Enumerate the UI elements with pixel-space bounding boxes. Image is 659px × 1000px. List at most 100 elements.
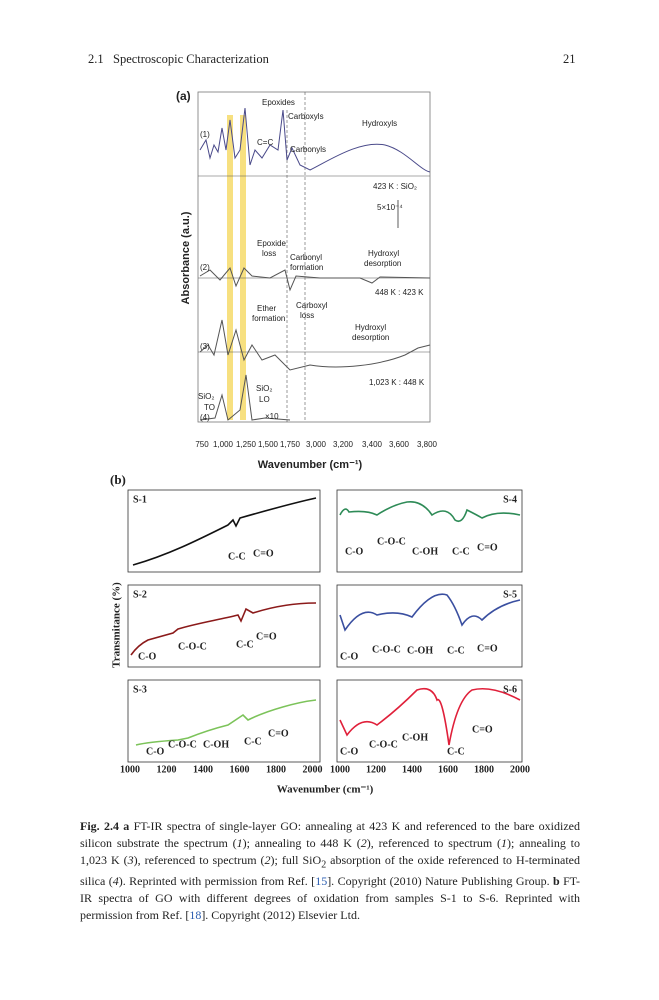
x-axis-label: Wavenumber (cm⁻¹)	[258, 459, 363, 471]
peak-label: C-C	[447, 746, 465, 757]
annotation: Carboxyl	[296, 301, 328, 310]
x-tick-label: 2000	[510, 764, 530, 775]
caption-run: 2	[360, 836, 367, 850]
x-tick-label: 1200	[157, 764, 177, 775]
annotation: Epoxide	[257, 239, 286, 248]
y-axis-label: Transmitance (%)	[111, 582, 123, 668]
peak-label: C-C	[236, 639, 254, 650]
panel-frame	[336, 584, 523, 668]
x-tick-label: 750	[195, 440, 209, 449]
x-tick-label: 1,000	[213, 440, 234, 449]
panel-frame	[336, 489, 523, 573]
spectrum	[339, 500, 521, 523]
caption-run: a	[123, 819, 130, 833]
running-header: 2.1 Spectroscopic Characterization	[88, 52, 269, 67]
peak-label: C-C	[244, 736, 262, 747]
caption-run: FT-IR spectra of GO with different degre…	[80, 874, 580, 923]
peak-label: C=O	[472, 724, 493, 735]
sample-name: S-3	[133, 684, 147, 695]
caption-run: 4	[112, 874, 119, 889]
caption-run: 1	[236, 836, 243, 850]
panel-frame	[127, 584, 321, 668]
reference-link[interactable]: 18	[189, 908, 202, 923]
x-tick-label: 3,000	[306, 440, 327, 449]
annotation: (3)	[200, 342, 210, 351]
caption-run: ]. Copyright (2010) Nature Publishing Gr…	[327, 874, 553, 889]
x-tick-label: 1600	[230, 764, 250, 775]
annotation: LO	[259, 395, 270, 404]
x-tick-label: 1200	[366, 764, 386, 775]
peak-label: C=O	[477, 542, 498, 553]
caption-run: 1	[501, 836, 508, 850]
annotation: SiO₂	[198, 392, 214, 401]
annotation: 448 K : 423 K	[375, 288, 424, 297]
sample-name: S-5	[503, 589, 517, 600]
page-number: 21	[563, 52, 576, 66]
x-tick-label: 3,400	[362, 440, 383, 449]
peak-label: C-OH	[203, 739, 229, 750]
peak-label: C-C	[447, 645, 465, 656]
spectrum-panel: S-1 C-C C=O	[127, 489, 321, 573]
annotation: formation	[290, 263, 323, 272]
annotation: Carboxyls	[288, 112, 324, 121]
annotation: Carbonyl	[290, 253, 322, 262]
x-tick-label: 1800	[266, 764, 286, 775]
highlight-band	[240, 115, 246, 420]
caption-run: 2	[264, 853, 271, 867]
panel-label: (a)	[176, 89, 191, 103]
peak-label: C=O	[256, 631, 277, 642]
reference-link[interactable]: 15	[315, 874, 328, 889]
panel-frame	[197, 91, 431, 423]
peak-label: C=O	[268, 728, 289, 739]
x-tick-label: 3,200	[333, 440, 354, 449]
spectrum	[132, 497, 317, 566]
peak-label: C-O-C	[369, 739, 398, 750]
peak-label: C-O-C	[377, 536, 406, 547]
spectrum-4	[199, 374, 291, 421]
peak-label: C-O	[146, 746, 165, 757]
caption-run: ), referenced to spectrum (	[366, 836, 502, 850]
caption-run: b	[552, 874, 560, 889]
spectrum	[135, 699, 317, 746]
annotation: (4)	[200, 413, 210, 422]
peak-label: C-O	[340, 746, 359, 757]
annotation: 5×10⁻⁴	[377, 203, 403, 212]
spectrum	[130, 602, 317, 656]
x-tick-label: 1600	[438, 764, 458, 775]
panel-frame	[336, 679, 523, 763]
annotation: Hydroxyl	[368, 249, 399, 258]
annotation: C=C	[257, 138, 273, 147]
caption-run: ), referenced to spectrum (	[133, 853, 265, 867]
x-tick-label: 1000	[330, 764, 350, 775]
peak-label: C-O	[138, 651, 157, 662]
spectrum-3	[199, 319, 431, 371]
annotation: Epoxides	[262, 98, 295, 107]
spectrum-2	[199, 266, 431, 292]
annotation: formation	[252, 314, 285, 323]
annotation: Ether	[257, 304, 276, 313]
annotation: Hydroxyl	[355, 323, 386, 332]
x-tick-label: 1000	[120, 764, 140, 775]
annotation: desorption	[364, 259, 401, 268]
annotation: desorption	[352, 333, 389, 342]
caption-run: 3	[127, 853, 134, 867]
x-tick-label: 3,600	[389, 440, 410, 449]
x-tick-label: 2000	[303, 764, 323, 775]
caption-run: ]. Copyright (2012) Elsevier Ltd.	[201, 908, 360, 923]
sample-name: S-1	[133, 494, 147, 505]
x-tick-label: 1,250	[236, 440, 257, 449]
spectrum	[339, 593, 521, 632]
peak-label: C-OH	[402, 732, 428, 743]
peak-label: C-O-C	[178, 641, 207, 652]
peak-label: C-OH	[412, 546, 438, 557]
peak-label: C-C	[228, 551, 246, 562]
peak-label: C=O	[253, 548, 274, 559]
x-tick-label: 1800	[474, 764, 494, 775]
caption-run: 2	[321, 859, 327, 871]
peak-label: C-C	[452, 546, 470, 557]
caption-run: Fig. 2.4	[80, 819, 119, 833]
spectrum-panel: S-4 C-O C-O-C C-OH C-C C=O	[336, 489, 523, 573]
spectrum-panel: S-2 C-O C-O-C C-CC=O	[127, 584, 321, 668]
peak-label: C-O-C	[372, 644, 401, 655]
